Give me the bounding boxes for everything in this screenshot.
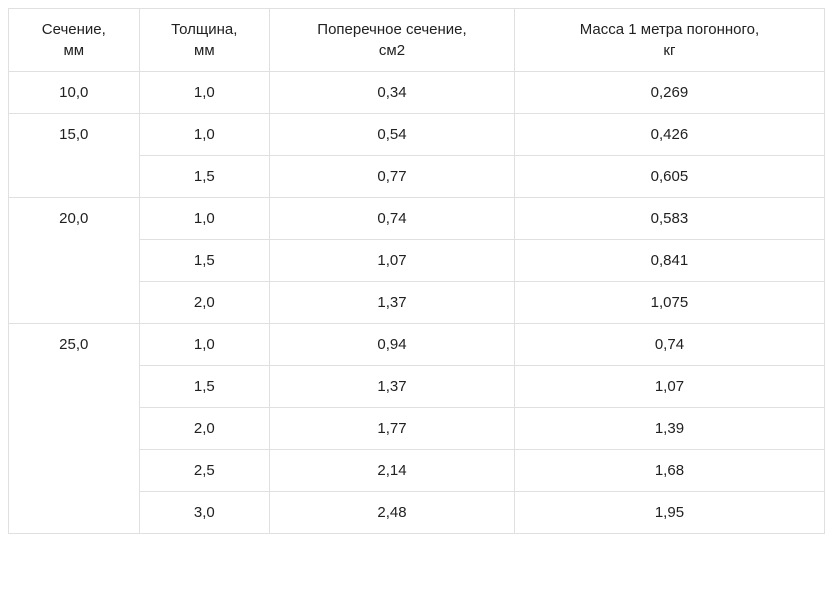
cell-cross-section: 2,48 — [270, 492, 515, 534]
cell-thickness: 2,0 — [139, 282, 270, 324]
cell-cross-section: 1,37 — [270, 366, 515, 408]
cell-mass: 0,841 — [514, 240, 824, 282]
cell-mass: 0,74 — [514, 324, 824, 366]
cell-mass: 1,07 — [514, 366, 824, 408]
cell-mass: 0,426 — [514, 114, 824, 156]
cell-thickness: 2,0 — [139, 408, 270, 450]
table-row: 10,01,00,340,269 — [9, 72, 825, 114]
cell-thickness: 1,0 — [139, 114, 270, 156]
col-header-label: Толщина, — [171, 21, 237, 38]
col-header-section: Сечение, мм — [9, 9, 140, 72]
table-header-row: Сечение, мм Толщина, мм Поперечное сечен… — [9, 9, 825, 72]
cell-section: 10,0 — [9, 72, 140, 114]
cell-thickness: 1,0 — [139, 72, 270, 114]
col-header-label: кг — [663, 42, 675, 59]
cell-cross-section: 1,07 — [270, 240, 515, 282]
cell-cross-section: 0,77 — [270, 156, 515, 198]
col-header-label: мм — [63, 42, 84, 59]
col-header-thickness: Толщина, мм — [139, 9, 270, 72]
cell-thickness: 1,5 — [139, 366, 270, 408]
cell-mass: 0,583 — [514, 198, 824, 240]
cell-thickness: 1,5 — [139, 156, 270, 198]
spec-table: Сечение, мм Толщина, мм Поперечное сечен… — [8, 8, 825, 534]
cell-cross-section: 2,14 — [270, 450, 515, 492]
cell-mass: 1,95 — [514, 492, 824, 534]
cell-thickness: 2,5 — [139, 450, 270, 492]
col-header-mass: Масса 1 метра погонного, кг — [514, 9, 824, 72]
col-header-label: Сечение, — [42, 21, 106, 38]
cell-thickness: 3,0 — [139, 492, 270, 534]
cell-cross-section: 0,34 — [270, 72, 515, 114]
cell-mass: 0,269 — [514, 72, 824, 114]
cell-mass: 0,605 — [514, 156, 824, 198]
cell-cross-section: 0,74 — [270, 198, 515, 240]
cell-section: 20,0 — [9, 198, 140, 324]
cell-mass: 1,39 — [514, 408, 824, 450]
cell-section: 25,0 — [9, 324, 140, 534]
cell-thickness: 1,0 — [139, 324, 270, 366]
cell-thickness: 1,5 — [139, 240, 270, 282]
col-header-label: см2 — [379, 42, 405, 59]
col-header-label: Масса 1 метра погонного, — [580, 21, 759, 38]
cell-mass: 1,68 — [514, 450, 824, 492]
cell-cross-section: 0,54 — [270, 114, 515, 156]
col-header-label: Поперечное сечение, — [317, 21, 466, 38]
cell-section: 15,0 — [9, 114, 140, 198]
cell-cross-section: 1,37 — [270, 282, 515, 324]
table-body: 10,01,00,340,26915,01,00,540,4261,50,770… — [9, 72, 825, 534]
col-header-cross: Поперечное сечение, см2 — [270, 9, 515, 72]
cell-cross-section: 0,94 — [270, 324, 515, 366]
cell-thickness: 1,0 — [139, 198, 270, 240]
table-row: 25,01,00,940,74 — [9, 324, 825, 366]
table-row: 20,01,00,740,583 — [9, 198, 825, 240]
table-row: 15,01,00,540,426 — [9, 114, 825, 156]
cell-cross-section: 1,77 — [270, 408, 515, 450]
cell-mass: 1,075 — [514, 282, 824, 324]
col-header-label: мм — [194, 42, 215, 59]
